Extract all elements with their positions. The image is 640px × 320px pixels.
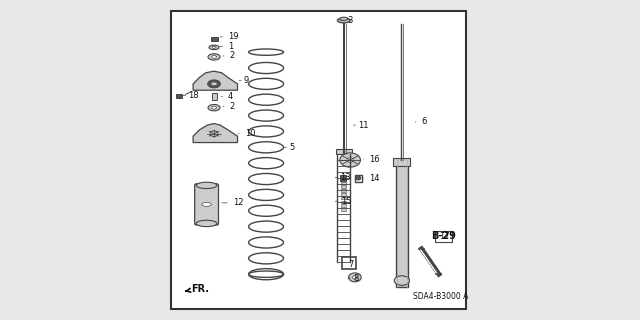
Ellipse shape — [340, 17, 348, 20]
Text: 2: 2 — [223, 52, 235, 60]
Text: 17: 17 — [434, 232, 449, 241]
Bar — [340, 201, 346, 203]
Ellipse shape — [208, 54, 220, 60]
Ellipse shape — [340, 153, 360, 167]
Ellipse shape — [202, 203, 211, 206]
Ellipse shape — [347, 158, 353, 162]
Bar — [396, 160, 408, 287]
FancyBboxPatch shape — [435, 231, 452, 242]
Text: 1: 1 — [220, 42, 233, 51]
Bar — [336, 149, 352, 154]
Ellipse shape — [208, 105, 220, 111]
Bar — [211, 93, 216, 100]
Ellipse shape — [196, 182, 217, 188]
Bar — [340, 208, 346, 211]
Text: 5: 5 — [284, 143, 294, 152]
Ellipse shape — [337, 18, 350, 23]
Text: 18: 18 — [183, 91, 199, 100]
Ellipse shape — [196, 220, 217, 227]
Text: 12: 12 — [222, 198, 243, 207]
Text: 8: 8 — [348, 274, 358, 283]
Bar — [340, 185, 346, 188]
Text: 14: 14 — [364, 173, 380, 183]
Text: 15: 15 — [335, 197, 351, 206]
Text: 9: 9 — [239, 76, 249, 85]
Text: 3: 3 — [340, 16, 353, 25]
Bar — [340, 197, 346, 199]
Text: B-29: B-29 — [431, 231, 456, 241]
Text: 13: 13 — [335, 173, 351, 182]
Ellipse shape — [356, 176, 361, 180]
Text: 10: 10 — [239, 129, 255, 138]
Ellipse shape — [211, 82, 217, 86]
Bar — [340, 189, 346, 192]
Ellipse shape — [212, 106, 216, 109]
Text: 19: 19 — [220, 32, 239, 41]
Ellipse shape — [209, 45, 219, 50]
Bar — [355, 175, 362, 181]
Ellipse shape — [349, 273, 361, 282]
Polygon shape — [193, 71, 237, 90]
Text: 4: 4 — [221, 92, 233, 101]
Text: FR.: FR. — [186, 284, 209, 294]
Text: 7: 7 — [342, 260, 353, 268]
Ellipse shape — [394, 276, 410, 285]
Text: 16: 16 — [364, 155, 380, 164]
Bar — [340, 175, 346, 180]
Bar — [340, 204, 346, 207]
Bar — [175, 94, 182, 98]
Bar — [342, 257, 356, 269]
Text: 6: 6 — [415, 117, 427, 126]
Text: 11: 11 — [353, 121, 369, 130]
Ellipse shape — [353, 276, 357, 279]
Polygon shape — [193, 124, 237, 142]
Ellipse shape — [212, 55, 216, 58]
Bar — [340, 193, 346, 196]
Text: SDA4-B3000 A: SDA4-B3000 A — [413, 292, 468, 301]
Ellipse shape — [212, 46, 216, 48]
Bar — [340, 181, 346, 184]
Text: 2: 2 — [223, 102, 235, 111]
Ellipse shape — [208, 80, 220, 88]
Ellipse shape — [210, 131, 218, 137]
Bar — [211, 36, 218, 41]
Bar — [393, 158, 410, 166]
FancyBboxPatch shape — [195, 184, 218, 225]
